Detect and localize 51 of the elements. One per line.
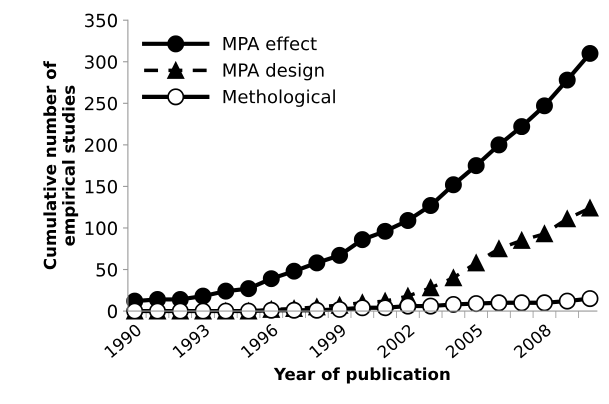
y-tick-label: 150 — [86, 180, 117, 194]
point — [240, 280, 258, 298]
point — [513, 294, 530, 312]
point — [422, 197, 440, 214]
point — [422, 279, 440, 296]
point — [262, 270, 280, 288]
point — [194, 288, 212, 305]
point — [376, 299, 394, 316]
point — [536, 225, 553, 242]
point — [376, 222, 394, 240]
point — [444, 176, 462, 194]
point — [513, 118, 530, 136]
point — [422, 298, 440, 315]
point — [536, 294, 553, 312]
y-tick-label: 300 — [85, 55, 117, 69]
legend-label: MPA design — [224, 62, 324, 80]
point — [217, 282, 234, 300]
y-tick-label: 250 — [85, 96, 117, 110]
y-tick-label: 350 — [85, 14, 117, 28]
y-tick-label: 50 — [96, 262, 117, 277]
point — [490, 136, 508, 154]
point — [444, 296, 462, 313]
point — [536, 97, 553, 114]
point — [354, 231, 371, 248]
point — [582, 290, 598, 308]
point — [399, 298, 416, 315]
point — [468, 157, 485, 174]
y-tick-label: 100 — [86, 221, 117, 236]
point — [582, 44, 598, 62]
y-tick-label: 0 — [108, 304, 117, 318]
x-axis-title: Year of publication — [274, 367, 450, 384]
legend-label: MPA effect — [224, 36, 317, 50]
point — [354, 299, 371, 316]
point — [582, 200, 598, 216]
point — [286, 302, 303, 319]
y-axis-title: Cumulative number of empirical studies — [43, 60, 78, 270]
point — [490, 294, 508, 312]
legend-label: Methological — [224, 89, 335, 107]
y-tick-label: 200 — [85, 138, 117, 152]
point — [399, 212, 416, 229]
point — [558, 72, 576, 89]
point — [444, 269, 462, 286]
point — [331, 246, 348, 264]
point — [308, 254, 326, 272]
point — [558, 210, 576, 228]
point — [468, 254, 485, 272]
point — [513, 232, 530, 249]
point — [490, 240, 508, 258]
point — [286, 262, 303, 280]
point — [468, 295, 485, 312]
point — [558, 292, 576, 310]
